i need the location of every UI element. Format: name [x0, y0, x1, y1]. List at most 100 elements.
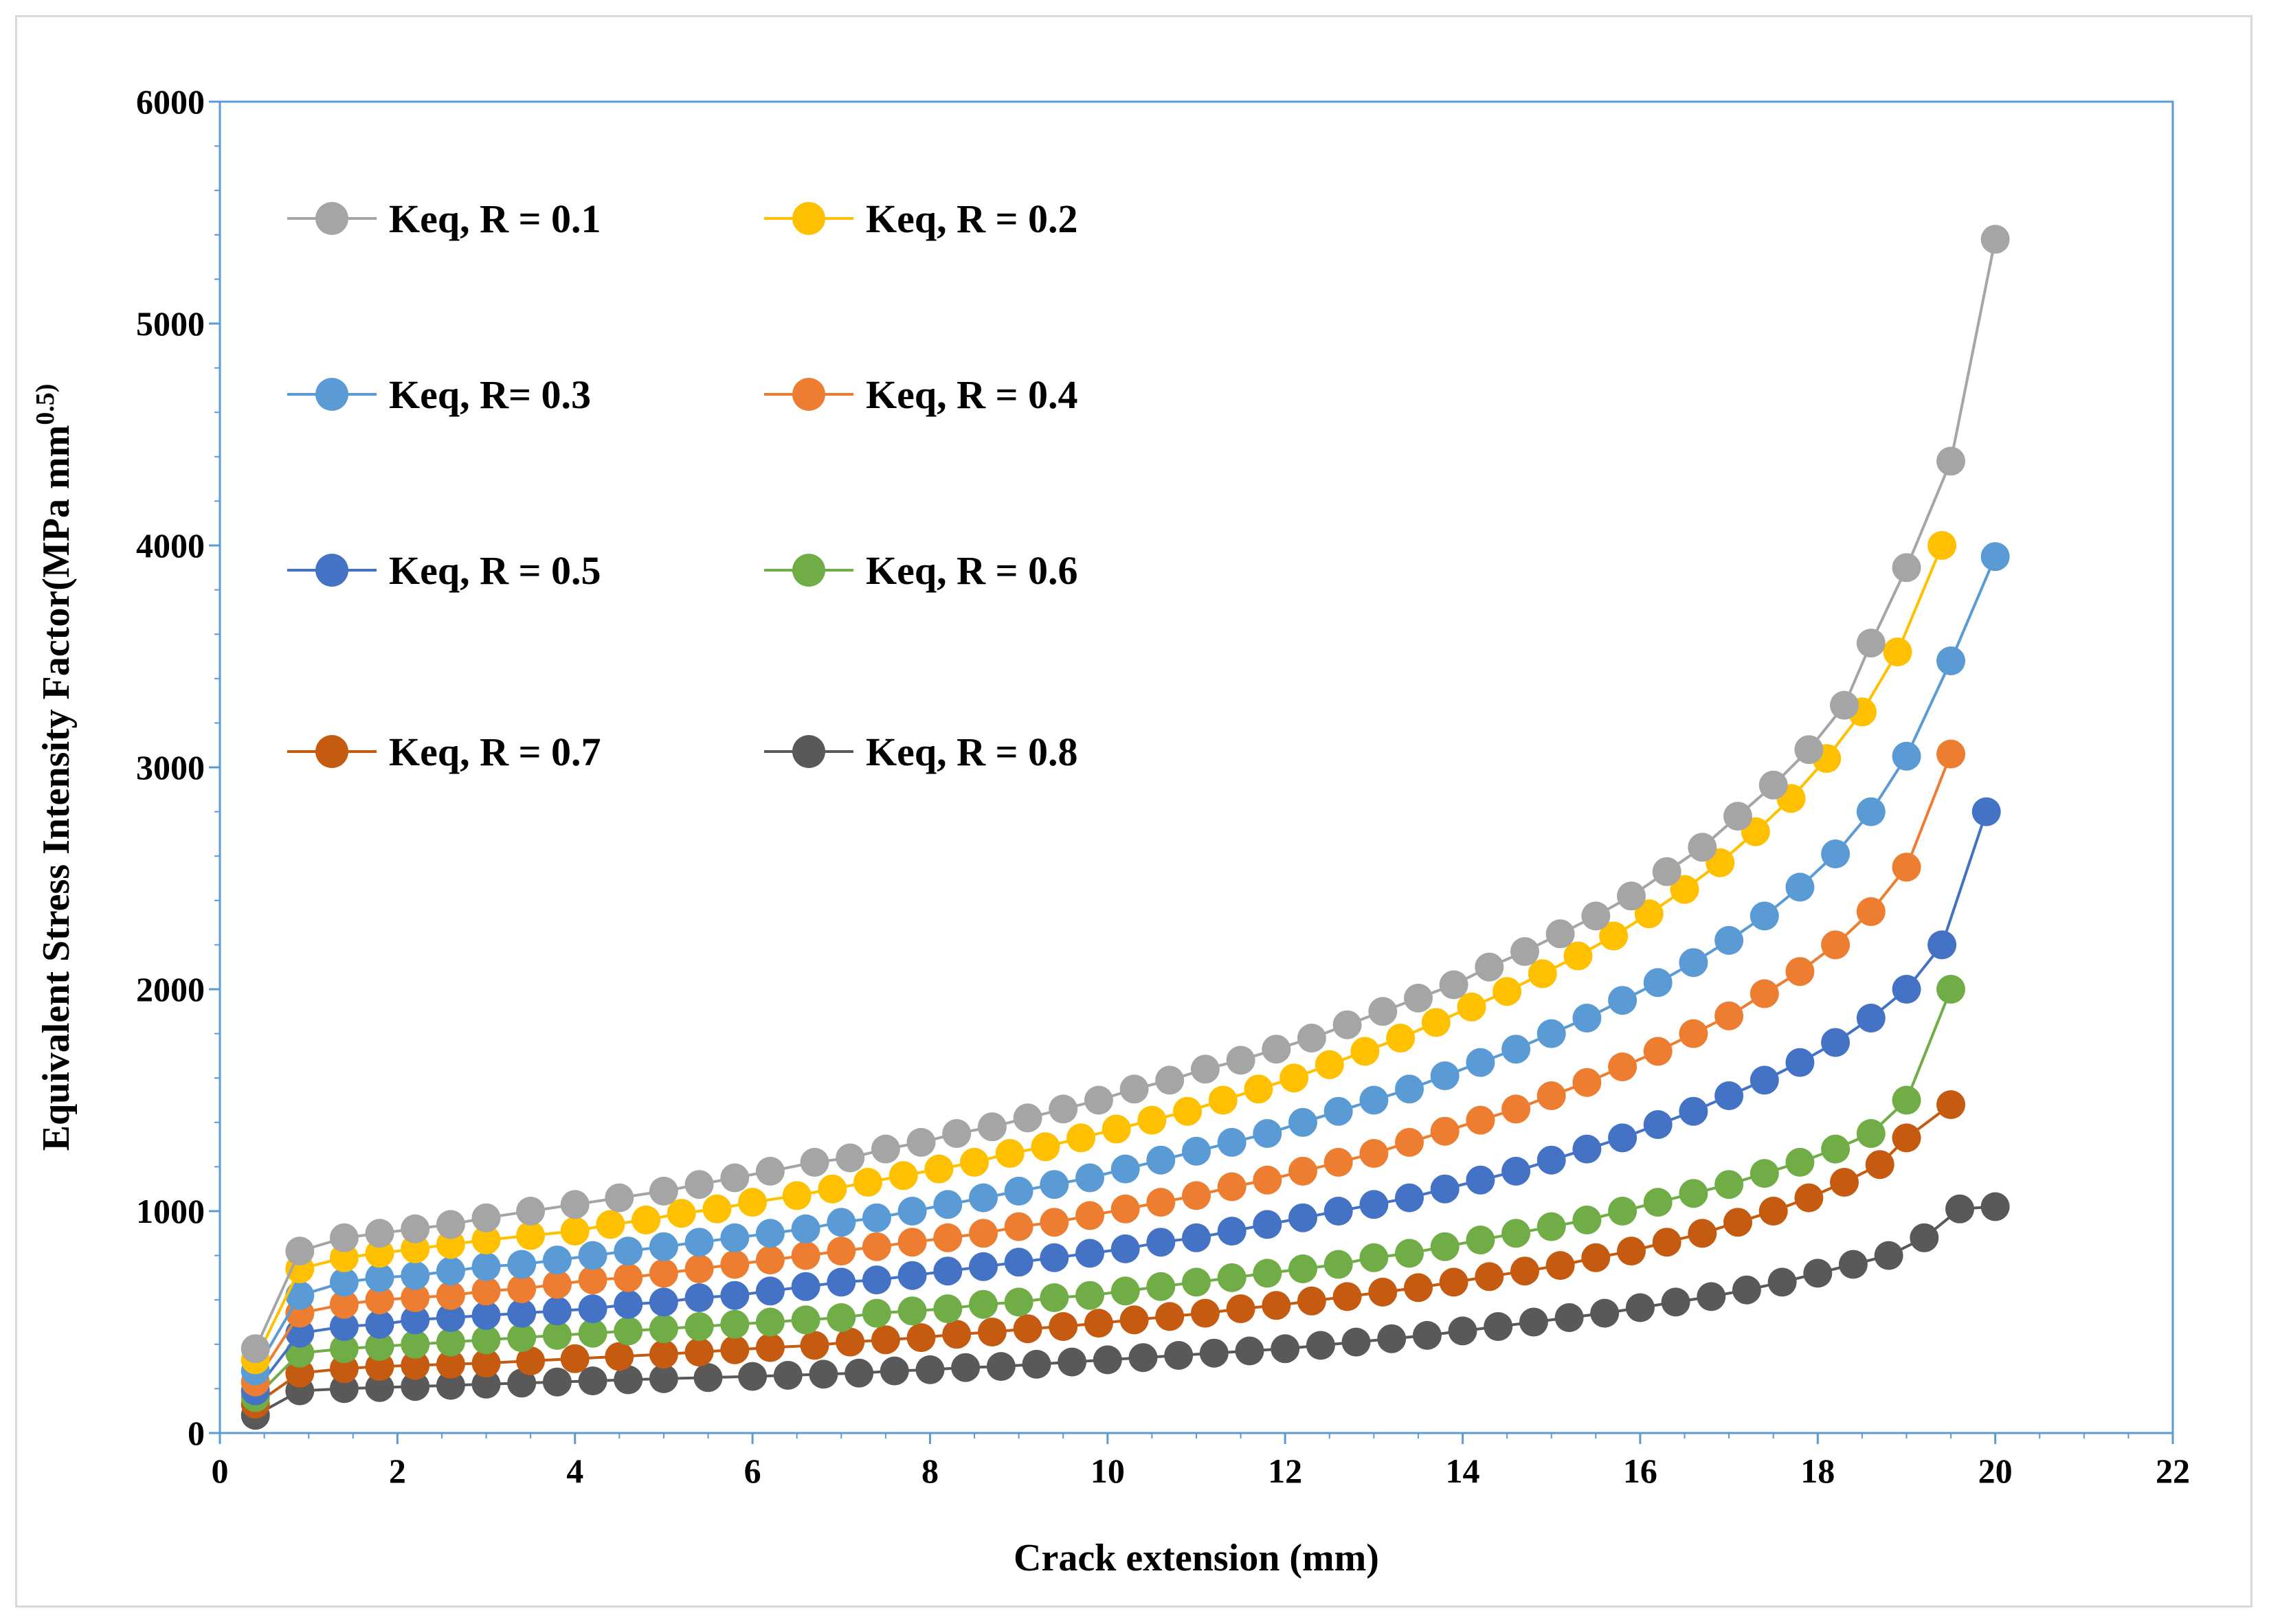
data-point [1821, 1028, 1851, 1057]
data-point [818, 1174, 847, 1204]
y-tick-label: 2000 [136, 970, 205, 1008]
data-point [1217, 1217, 1247, 1246]
data-point [1856, 897, 1886, 926]
y-tick-label: 4000 [136, 526, 205, 565]
data-point [1430, 1232, 1460, 1261]
data-point [1075, 1163, 1104, 1193]
data-point [1501, 1156, 1531, 1186]
data-point [1404, 983, 1433, 1013]
data-point [755, 1245, 785, 1275]
data-point [285, 1281, 315, 1310]
legend-marker [315, 554, 348, 587]
data-point [969, 1289, 998, 1319]
data-point [897, 1228, 927, 1257]
data-point [853, 1168, 882, 1197]
data-point [578, 1265, 607, 1295]
data-point [1608, 1197, 1638, 1226]
data-point [906, 1127, 936, 1157]
series-2 [241, 531, 1957, 1375]
data-point [516, 1346, 546, 1375]
x-tick-label: 2 [389, 1452, 406, 1490]
data-point [1936, 646, 1965, 675]
data-point [1421, 1008, 1451, 1037]
axis-ticks: 0 2 4 6 8 10 12 14 16 18 20 22 0 1000 2000 3000 4000 5000… [136, 82, 2190, 1490]
data-point [1146, 1228, 1176, 1257]
data-point [1244, 1074, 1273, 1104]
data-point [1226, 1294, 1255, 1324]
data-point [507, 1250, 537, 1279]
data-point [365, 1263, 394, 1292]
data-point [1545, 1251, 1575, 1281]
data-point [1332, 1010, 1362, 1039]
data-point [1395, 1183, 1424, 1213]
data-point [1119, 1305, 1149, 1335]
data-point [1723, 1208, 1752, 1237]
data-point [241, 1334, 270, 1364]
data-point [1359, 1190, 1389, 1219]
data-point [1404, 1273, 1433, 1302]
legend-label: Keq, R = 0.5 [389, 548, 601, 593]
data-point [827, 1237, 856, 1266]
data-point [791, 1214, 820, 1243]
data-point [1501, 1035, 1531, 1064]
data-point [1510, 937, 1539, 967]
data-point [1110, 1154, 1140, 1184]
data-point [1767, 1267, 1797, 1297]
data-point [720, 1281, 750, 1310]
data-point [471, 1203, 501, 1232]
x-tick-label: 6 [744, 1452, 761, 1490]
data-point [1253, 1119, 1282, 1148]
data-point [1040, 1243, 1069, 1272]
data-point [1892, 975, 1921, 1004]
legend-label: Keq, R = 0.8 [866, 730, 1078, 774]
data-point [1927, 930, 1957, 960]
data-point [1892, 1085, 1921, 1115]
data-point [1936, 447, 1965, 476]
data-point [1359, 1139, 1389, 1168]
data-point [1297, 1286, 1326, 1316]
data-point [942, 1320, 972, 1349]
data-point [969, 1219, 998, 1248]
data-point [906, 1323, 936, 1353]
data-point [1572, 1004, 1602, 1033]
data-point [1865, 1150, 1894, 1180]
data-point [1554, 1303, 1584, 1332]
data-point [1119, 1074, 1149, 1104]
data-point [1155, 1065, 1185, 1095]
data-point [401, 1372, 430, 1401]
data-point [1359, 1085, 1389, 1115]
data-point [471, 1300, 501, 1330]
legend-item: Keq, R = 0.1 [287, 196, 601, 241]
data-point [1377, 1324, 1407, 1353]
data-point [1803, 1259, 1833, 1288]
data-point [1980, 542, 2010, 572]
data-point [1572, 1205, 1602, 1234]
data-point [1634, 899, 1664, 929]
y-tick-label: 0 [188, 1414, 205, 1452]
data-point [1368, 1277, 1398, 1307]
data-point [1545, 919, 1575, 949]
data-point [1652, 1228, 1681, 1257]
x-tick-label: 16 [1623, 1452, 1657, 1490]
x-tick-label: 18 [1800, 1452, 1835, 1490]
data-point [755, 1333, 785, 1362]
data-point [507, 1368, 537, 1398]
data-point [1217, 1172, 1247, 1202]
data-point [1688, 833, 1717, 862]
data-point [1262, 1291, 1291, 1320]
data-point [871, 1134, 900, 1164]
data-point [1279, 1063, 1309, 1093]
data-point [862, 1265, 891, 1295]
data-point [649, 1232, 678, 1261]
data-point [1173, 1096, 1203, 1126]
legend-item: Keq, R = 0.7 [287, 730, 601, 774]
data-point [1075, 1239, 1104, 1268]
data-point [1750, 979, 1779, 1008]
data-point [1190, 1055, 1220, 1084]
legend-label: Keq, R = 0.2 [866, 196, 1078, 241]
data-point [596, 1210, 625, 1239]
y-tick-label: 3000 [136, 748, 205, 787]
data-point [1643, 968, 1673, 997]
data-point [1945, 1194, 1974, 1223]
